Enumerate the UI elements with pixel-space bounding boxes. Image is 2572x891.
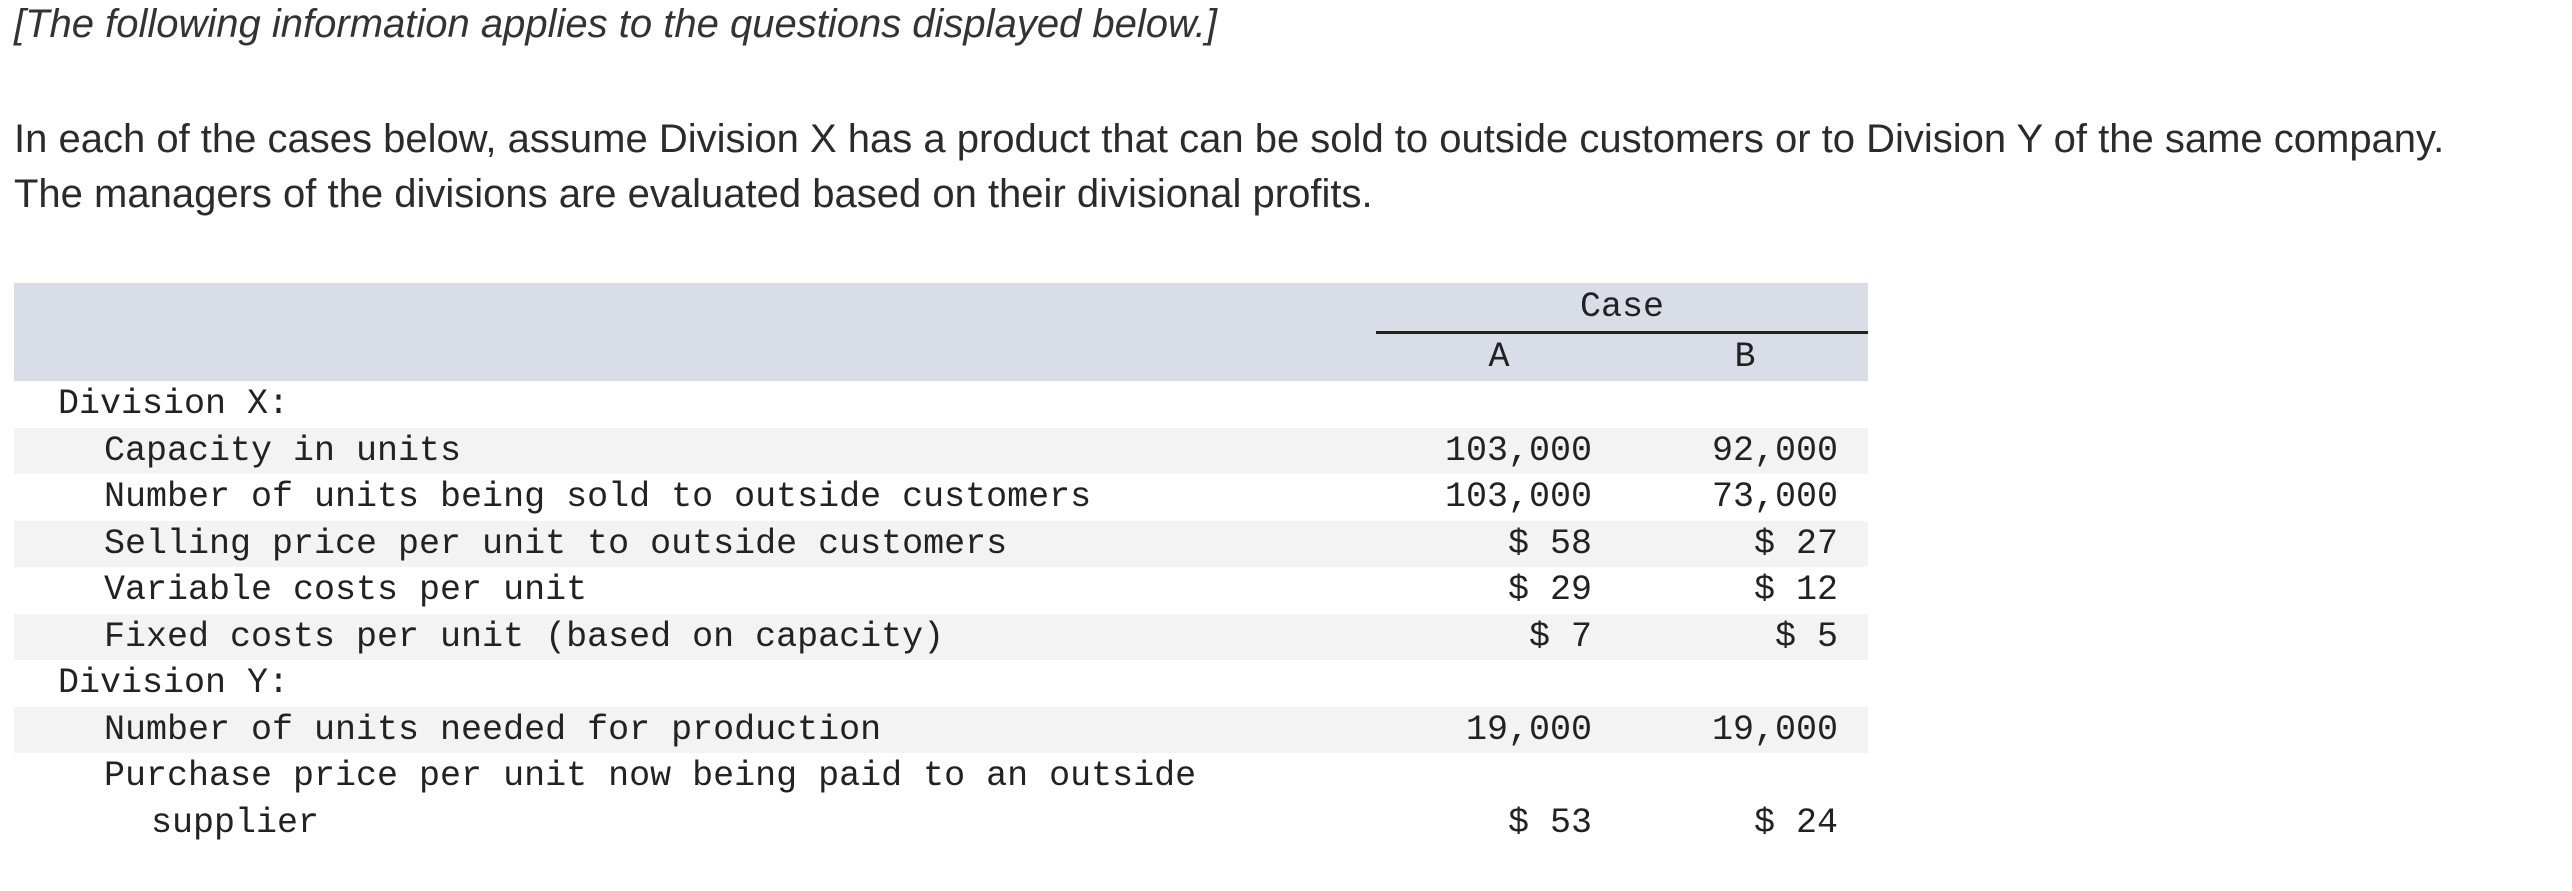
case-a-value: 19,000 xyxy=(1376,706,1622,753)
division-y-heading-row: Division Y: xyxy=(14,660,1868,707)
table-row: Variable costs per unit $ 29 $ 12 xyxy=(14,567,1868,614)
table-row: Number of units being sold to outside cu… xyxy=(14,474,1868,521)
intro-paragraph: In each of the cases below, assume Divis… xyxy=(14,117,2445,216)
row-label-line1: Purchase price per unit now being paid t… xyxy=(104,756,1197,796)
column-header-a: A xyxy=(1376,332,1622,381)
row-label: Number of units needed for production xyxy=(14,706,1376,753)
case-b-value: $ 5 xyxy=(1622,613,1868,660)
case-a-value: $ 53 xyxy=(1507,802,1592,843)
row-label: Number of units being sold to outside cu… xyxy=(104,477,1092,517)
division-x-label: Division X: xyxy=(58,384,290,424)
division-x-heading-row: Division X: xyxy=(14,381,1868,428)
row-label: Purchase price per unit now being paid t… xyxy=(14,753,1376,846)
case-a-value: $ 29 xyxy=(1507,570,1592,610)
row-label: Capacity in units xyxy=(14,427,1376,474)
division-y-label: Division Y: xyxy=(58,663,290,703)
case-data-table: Case A B Division X: Capacity in units 1… xyxy=(14,283,1868,846)
row-label: Variable costs per unit xyxy=(104,570,588,610)
table-row: Number of units needed for production 19… xyxy=(14,706,1868,753)
case-b-value: 92,000 xyxy=(1622,427,1868,474)
column-header-b: B xyxy=(1622,332,1868,381)
table-row: Selling price per unit to outside custom… xyxy=(14,520,1868,567)
table-header-row: Case xyxy=(14,283,1868,334)
table-subheader-row: A B xyxy=(14,332,1868,381)
case-b-value: 73,000 xyxy=(1711,477,1838,517)
table-row: Fixed costs per unit (based on capacity)… xyxy=(14,613,1868,660)
row-label-line2: supplier xyxy=(151,802,320,843)
case-b-value: $ 24 xyxy=(1753,802,1838,843)
case-group-header: Case xyxy=(1376,283,1868,334)
table-row: Purchase price per unit now being paid t… xyxy=(14,753,1868,846)
case-b-value: $ 12 xyxy=(1753,570,1838,610)
case-a-value: 103,000 xyxy=(1444,477,1592,517)
row-label: Fixed costs per unit (based on capacity) xyxy=(14,613,1376,660)
table-row: Capacity in units 103,000 92,000 xyxy=(14,427,1868,474)
case-b-value: 19,000 xyxy=(1622,706,1868,753)
intro-note: [The following information applies to th… xyxy=(14,2,1217,46)
case-a-value: $ 58 xyxy=(1376,520,1622,567)
row-label: Selling price per unit to outside custom… xyxy=(14,520,1376,567)
case-a-value: 103,000 xyxy=(1376,427,1622,474)
case-b-value: $ 27 xyxy=(1622,520,1868,567)
case-a-value: $ 7 xyxy=(1376,613,1622,660)
